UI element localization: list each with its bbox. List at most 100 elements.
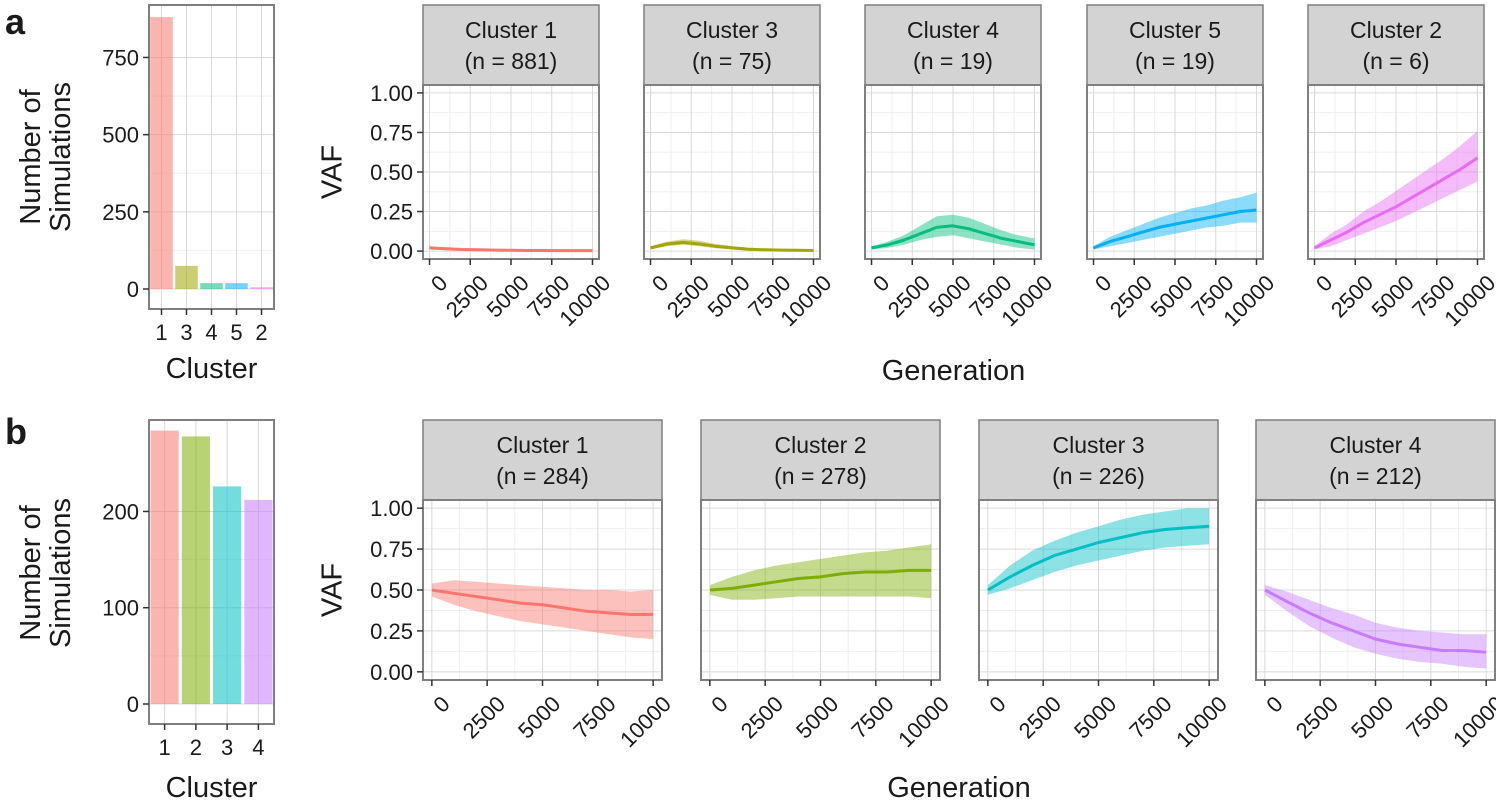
bar-yaxis-title-line: Number of (15, 88, 47, 224)
bar-yaxis-title-line: Simulations (45, 498, 77, 648)
bar-xtick-label: 4 (205, 320, 217, 345)
facet-strip-count: (n = 212) (1329, 463, 1422, 489)
facet-ytick-label: 0.25 (370, 619, 413, 644)
facet-ytick-label: 0.00 (370, 660, 413, 685)
facet-ribbon (431, 580, 654, 640)
facet-cluster: Cluster 1 (n = 284) 0.00 0.25 0.50 0.75 1.00 0 2… (370, 419, 676, 752)
facet-mean-line (431, 588, 654, 616)
bar-cluster-2 (181, 436, 210, 704)
facet-xtick-label: 5000 (924, 270, 976, 322)
facet-xtick-label: 10000 (1171, 691, 1232, 752)
facet-xtick-label: 2500 (883, 270, 935, 322)
facet-strip-count: (n = 75) (692, 48, 772, 74)
facet-ytick-label: 0.00 (370, 239, 413, 264)
bar-yaxis-title-line: Number of (15, 504, 47, 640)
facet-mean-line (987, 524, 1210, 592)
bar-xtick-label: 1 (155, 320, 167, 345)
facet-ribbon (709, 544, 932, 600)
facet-ytick-label: 1.00 (370, 81, 413, 106)
facet-mean-line (1264, 588, 1487, 654)
facet-xtick-label: 2500 (1326, 270, 1378, 322)
facet-grid: Cluster 1(n = 881)0.000.250.500.751.0002… (317, 4, 1496, 387)
facet-xtick-label: 5000 (513, 691, 565, 743)
facet-xtick-label: 5000 (482, 270, 534, 322)
bar-cluster-4 (244, 499, 273, 704)
panel-b: b 0 100 200 1 2 3 4 Cluster Number ofSimulations C… (5, 411, 1496, 800)
facet-xtick-label: 7500 (1401, 691, 1453, 743)
bar-yaxis-title: Number ofSimulations (15, 82, 77, 232)
facet-xtick-label: 2500 (1291, 691, 1343, 743)
bar-ytick-label: 750 (102, 45, 139, 70)
panel-letter: a (5, 1, 26, 42)
facet-xtick-label: 0 (1261, 691, 1287, 717)
facet-xtick-label: 5000 (1069, 691, 1121, 743)
facet-strip (864, 4, 1042, 86)
bar-xtick-label: 2 (190, 735, 202, 760)
facet-mean-line (709, 568, 932, 592)
bar-ytick-label: 500 (102, 123, 139, 148)
facet-xtick-label: 7500 (846, 691, 898, 743)
facet-xtick-label: 0 (1311, 270, 1337, 296)
facet-mean-line (429, 246, 593, 253)
facet-yaxis-title: VAF (317, 145, 349, 199)
facet-xtick-label: 2500 (458, 691, 510, 743)
bar-ytick-label: 0 (127, 692, 139, 717)
bar-yaxis-title: Number ofSimulations (15, 498, 77, 648)
bar-cluster-5 (225, 283, 248, 289)
bar-cluster-3 (213, 486, 242, 704)
facet-strip-title: Cluster 3 (686, 17, 778, 43)
facet-xtick-label: 0 (428, 691, 454, 717)
facet-strip (643, 4, 821, 86)
bar-xaxis-title: Cluster (166, 353, 258, 385)
facet-xtick-label: 0 (868, 270, 894, 296)
facet-ytick-label: 0.50 (370, 578, 413, 603)
facet-xtick-label: 10000 (615, 691, 676, 752)
facet-ytick-label: 0.75 (370, 120, 413, 145)
facet-ytick-label: 0.25 (370, 200, 413, 225)
bar-ytick-label: 250 (102, 200, 139, 225)
panel-a: a 0 250 500 750 1 3 4 5 2 Cluster Number ofSimulati… (5, 1, 1496, 387)
facet-strip (1307, 4, 1485, 86)
facet-strip (1086, 4, 1264, 86)
facet-strip (1255, 419, 1496, 501)
bar-ytick-label: 100 (102, 596, 139, 621)
facet-xtick-label: 7500 (1124, 691, 1176, 743)
facet-xtick-label: 0 (426, 270, 452, 296)
facet-strip-count: (n = 6) (1362, 48, 1429, 74)
facet-ytick-label: 0.75 (370, 537, 413, 562)
bar-ytick-label: 0 (127, 277, 139, 302)
facet-xtick-label: 10000 (893, 691, 954, 752)
facet-yaxis-title: VAF (317, 563, 349, 617)
facet-ytick-label: 1.00 (370, 496, 413, 521)
bar-cluster-4 (200, 283, 223, 289)
facet-strip (700, 419, 941, 501)
bar-cluster-3 (175, 265, 198, 289)
facet-strip-count: (n = 278) (774, 463, 867, 489)
facet-strip-title: Cluster 2 (774, 432, 866, 458)
facet-strip-title: Cluster 1 (496, 432, 588, 458)
facet-strip-title: Cluster 4 (1329, 432, 1421, 458)
facet-grid: Cluster 1(n = 284)0.000.250.500.751.000 2… (317, 419, 1496, 800)
facet-xtick-label: 10000 (1448, 691, 1496, 752)
bar-xtick-label: 3 (221, 735, 233, 760)
facet-strip (422, 4, 600, 86)
facet-mean-line (1092, 208, 1257, 250)
facet-xtick-label: 0 (984, 691, 1010, 717)
facet-strip-count: (n = 881) (465, 48, 558, 74)
facet-xtick-label: 5000 (1367, 270, 1419, 322)
facet-strip-count: (n = 226) (1052, 463, 1145, 489)
facet-strip-title: Cluster 1 (465, 17, 557, 43)
facet-xtick-label: 5000 (1146, 270, 1198, 322)
facet-xtick-label: 2500 (1014, 691, 1066, 743)
bar-xtick-label: 2 (255, 320, 267, 345)
facet-cluster: Cluster 1 (n = 881) 0.00 0.25 0.50 0.75 1.00 02… (370, 4, 615, 331)
bar-chart: 0 250 500 750 1 3 4 5 2 Cluster Number ofSimulatio… (15, 4, 275, 385)
facet-mean-line (650, 240, 814, 252)
panel-letter: b (5, 411, 27, 452)
facet-xtick-label: 0 (647, 270, 673, 296)
